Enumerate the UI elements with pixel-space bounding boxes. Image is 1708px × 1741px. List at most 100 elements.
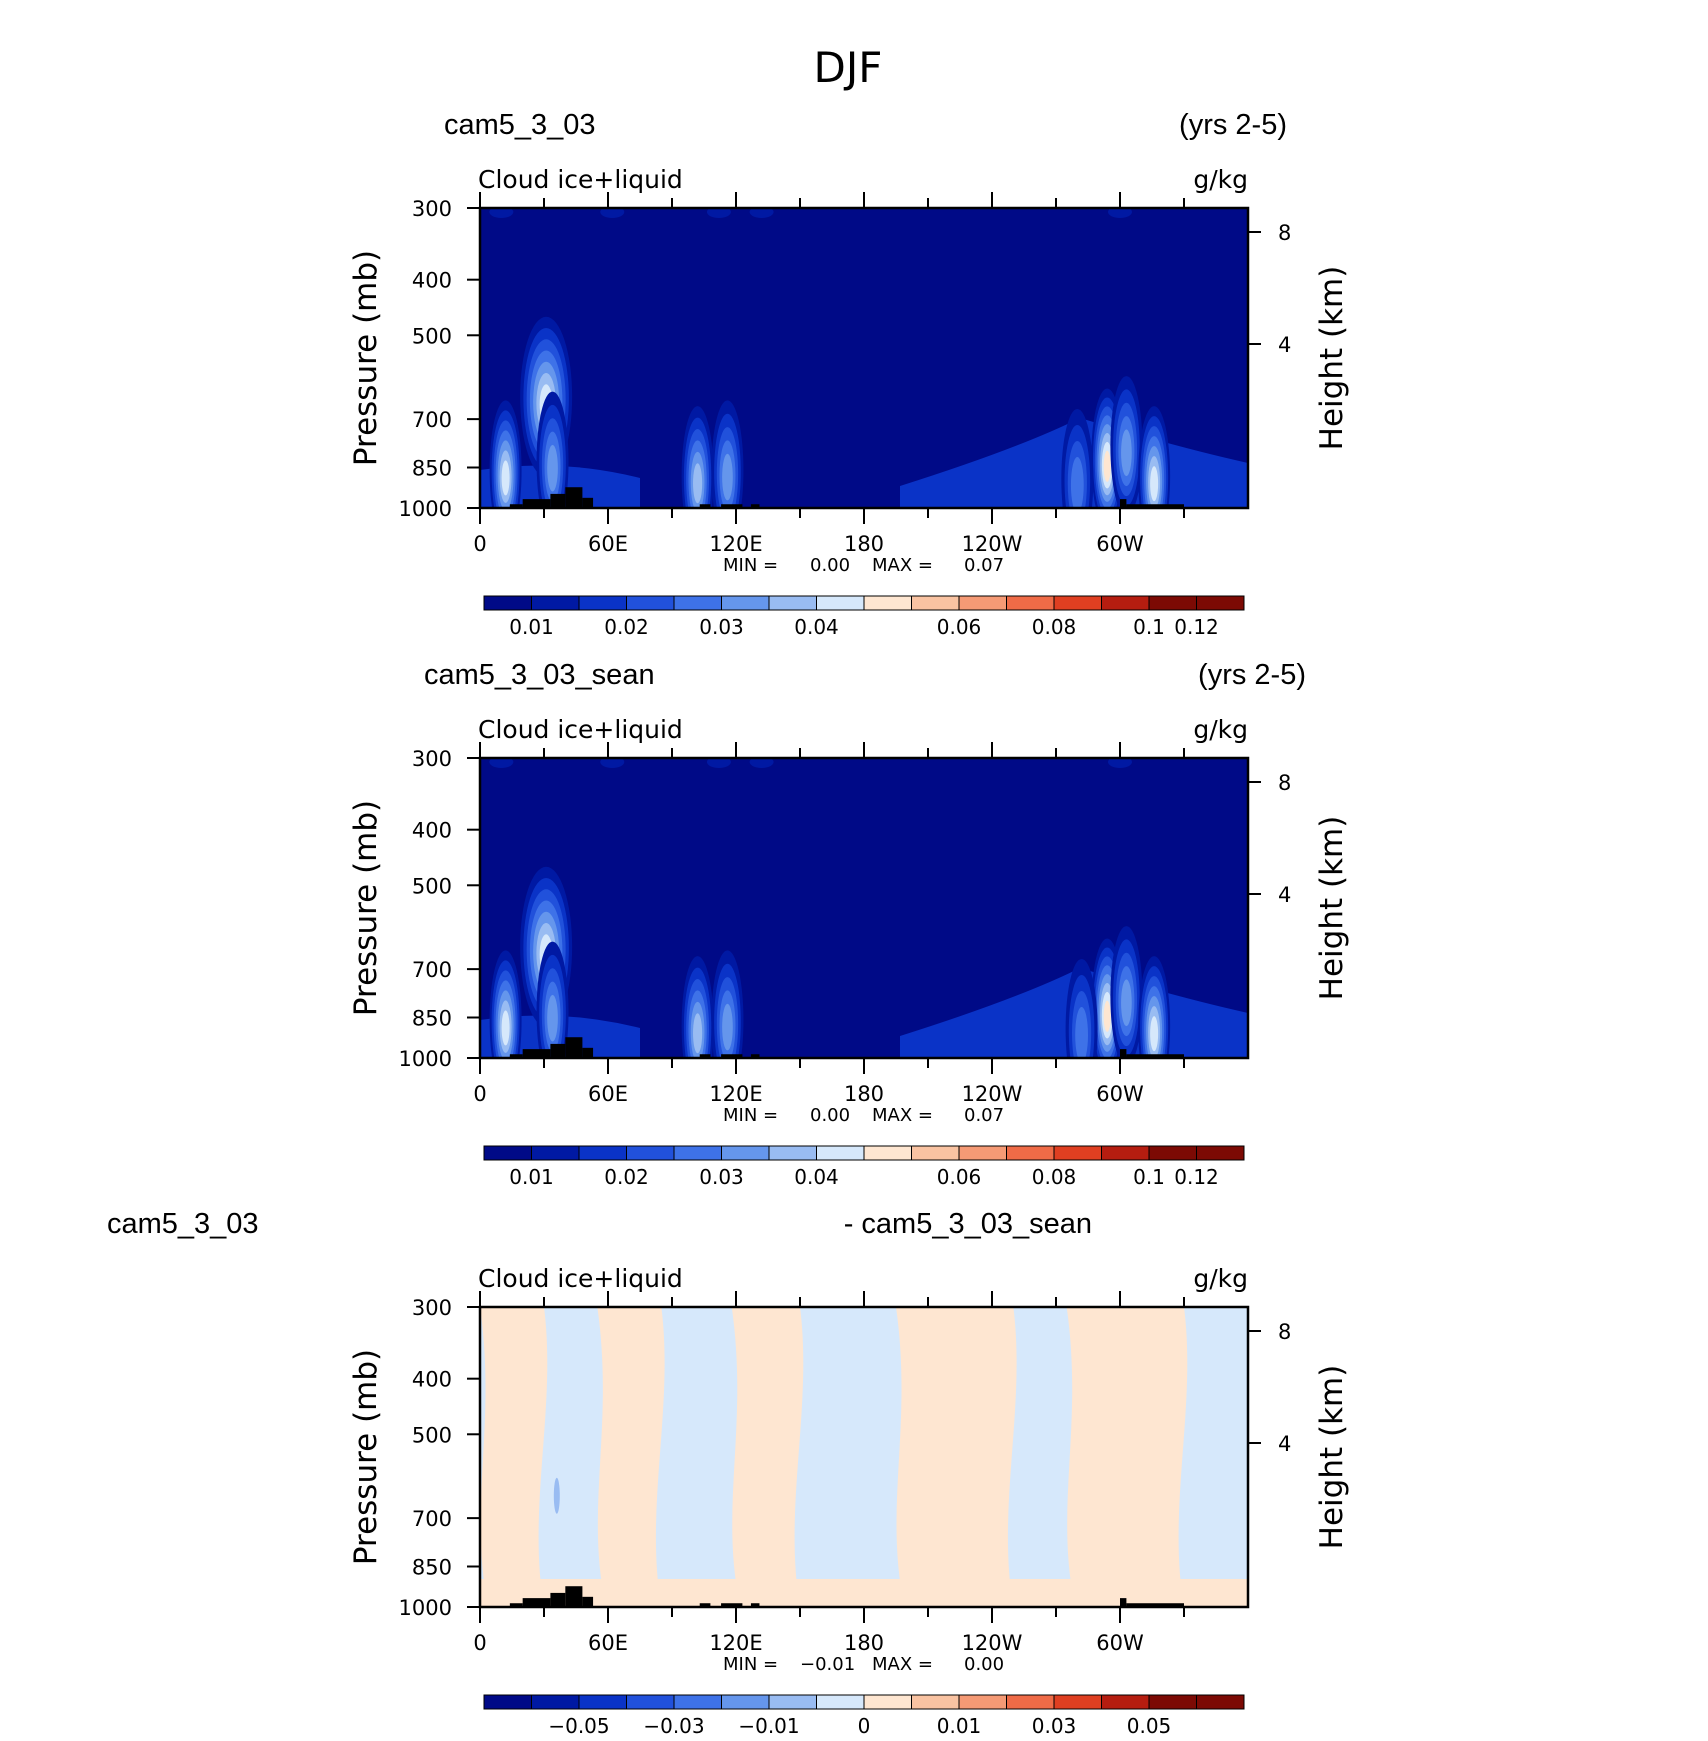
x-tick-label: 60W: [1096, 1082, 1144, 1106]
cloud-contour: [749, 208, 774, 218]
colorbar-swatch: [863, 1145, 912, 1161]
cloud-contour: [1121, 979, 1132, 1027]
cloud-contour: [693, 1013, 703, 1054]
colorbar-swatch: [768, 1694, 817, 1710]
height-tick-label: 8: [1278, 221, 1291, 245]
x-tick-label: 0: [473, 532, 486, 556]
terrain-mask: [522, 1049, 551, 1058]
y-tick-label: 300: [412, 1296, 452, 1320]
colorbar-label: 0.1: [1133, 615, 1165, 639]
y-axis-label: Pressure (mb): [348, 800, 384, 1016]
colorbar-label: 0.08: [1032, 615, 1077, 639]
y-tick-label: 700: [412, 958, 452, 982]
colorbar-swatch: [531, 1694, 580, 1710]
colorbar-label: 0.12: [1174, 615, 1219, 639]
colorbar-label: 0.1: [1133, 1165, 1165, 1189]
terrain-mask: [582, 1596, 594, 1607]
difference-contour: [480, 1579, 1248, 1607]
terrain-mask: [1120, 1049, 1127, 1058]
cloud-contour: [1070, 456, 1084, 508]
x-tick-label: 120W: [962, 532, 1023, 556]
height-tick-label: 4: [1278, 883, 1291, 907]
colorbar-swatch: [911, 595, 960, 611]
y-tick-label: 500: [412, 874, 452, 898]
colorbar-swatch: [1006, 1694, 1055, 1710]
terrain-mask: [550, 1043, 566, 1058]
colorbar-swatch: [1196, 1694, 1245, 1710]
colorbar-swatch: [958, 595, 1007, 611]
terrain-mask: [1120, 1598, 1127, 1607]
terrain-mask: [699, 504, 711, 508]
colorbar-label: 0: [858, 1714, 871, 1738]
terrain-mask: [699, 1054, 711, 1058]
colorbar-swatch: [816, 1694, 865, 1710]
panel-3: cam5_3_03 - cam5_3_03_sean Cloud ice+liqui…: [107, 1208, 1350, 1738]
colorbar-swatch: [721, 1694, 770, 1710]
terrain-mask: [550, 493, 566, 508]
difference-contour: [896, 1307, 1017, 1607]
min-value: −0.01: [800, 1654, 855, 1675]
colorbar-swatch: [673, 1694, 722, 1710]
cloud-contour: [489, 208, 514, 218]
terrain-mask: [721, 1603, 743, 1607]
colorbar-swatch: [483, 595, 532, 611]
colorbar-swatch: [673, 1145, 722, 1161]
difference-contour: [553, 1477, 560, 1514]
terrain-mask: [1126, 1603, 1184, 1607]
colorbar-swatch: [578, 1145, 627, 1161]
difference-contour: [480, 1307, 548, 1607]
min-label: MIN =: [723, 1654, 778, 1675]
x-tick-label: 60E: [588, 1082, 628, 1106]
cloud-contour: [1150, 466, 1159, 502]
case-title: cam5_3_03: [444, 109, 596, 141]
terrain-mask: [721, 504, 743, 508]
y-tick-label: 700: [412, 1507, 452, 1531]
terrain-mask: [582, 1047, 594, 1058]
colorbar-swatch: [721, 595, 770, 611]
colorbar-swatch: [483, 1145, 532, 1161]
colorbar-label: 0.03: [699, 615, 744, 639]
period-label: (yrs 2-5): [1179, 109, 1287, 141]
colorbar-label: 0.02: [604, 1165, 649, 1189]
y-axis-label: Pressure (mb): [348, 250, 384, 466]
colorbar-swatch: [816, 595, 865, 611]
height-tick-label: 4: [1278, 1432, 1291, 1456]
terrain-mask: [1126, 504, 1184, 508]
terrain-mask: [1120, 499, 1127, 508]
colorbar-label: 0.03: [1032, 1714, 1077, 1738]
variable-label: Cloud ice+liquid: [478, 165, 683, 194]
cloud-contour: [706, 758, 731, 768]
colorbar-label: 0.01: [937, 1714, 982, 1738]
x-tick-label: 120W: [962, 1082, 1023, 1106]
y-tick-label: 300: [412, 197, 452, 221]
colorbar-swatch: [911, 1145, 960, 1161]
colorbar-label: −0.03: [643, 1714, 704, 1738]
cloud-contour: [1108, 758, 1132, 768]
contour-field: [480, 758, 1248, 1058]
figure-title: DJF: [814, 43, 883, 92]
cloud-contour: [722, 453, 733, 501]
colorbar-swatch: [1196, 595, 1245, 611]
colorbar-label: 0.05: [1127, 1714, 1172, 1738]
terrain-mask: [582, 497, 594, 508]
terrain-mask: [522, 1598, 551, 1607]
colorbar-label: 0.01: [509, 1165, 554, 1189]
height-tick-label: 4: [1278, 333, 1291, 357]
colorbar-swatch: [1196, 1145, 1245, 1161]
height-axis-label: Height (km): [1314, 1365, 1350, 1550]
terrain-mask: [750, 1603, 760, 1607]
min-label: MIN =: [723, 555, 778, 576]
max-value: 0.07: [964, 1105, 1004, 1126]
terrain-mask: [565, 487, 583, 508]
colorbar-swatch: [1006, 1145, 1055, 1161]
x-tick-label: 120E: [709, 1631, 762, 1655]
y-tick-label: 500: [412, 1423, 452, 1447]
colorbar-swatch: [768, 1145, 817, 1161]
colorbar-swatch: [1148, 1694, 1197, 1710]
terrain-mask: [522, 499, 551, 508]
difference-contour: [597, 1307, 665, 1607]
y-tick-label: 1000: [399, 497, 452, 521]
height-axis-label: Height (km): [1314, 816, 1350, 1001]
cloud-contour: [749, 758, 774, 768]
